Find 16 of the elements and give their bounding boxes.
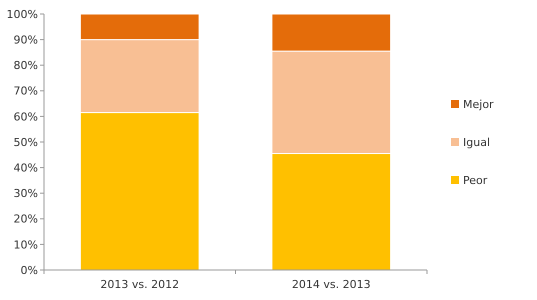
y-tick-label: 50% <box>14 136 38 149</box>
y-tick-label: 40% <box>14 161 38 174</box>
y-tick-label: 80% <box>14 59 38 72</box>
y-tick-label: 100% <box>6 8 38 21</box>
y-tick-label: 10% <box>14 238 38 252</box>
x-tick-label: 2013 vs. 2012 <box>100 278 180 291</box>
y-tick-label: 70% <box>14 84 38 98</box>
y-tick-label: 20% <box>14 212 38 226</box>
legend-label: Igual <box>463 136 490 149</box>
y-tick-label: 0% <box>20 264 38 277</box>
y-tick-label: 60% <box>14 110 38 124</box>
y-tick-label: 30% <box>14 187 38 200</box>
x-tick-label: 2014 vs. 2013 <box>292 278 371 291</box>
legend-label: Peor <box>463 174 488 187</box>
legend-label: Mejor <box>463 98 494 111</box>
y-tick-label: 90% <box>14 33 38 46</box>
